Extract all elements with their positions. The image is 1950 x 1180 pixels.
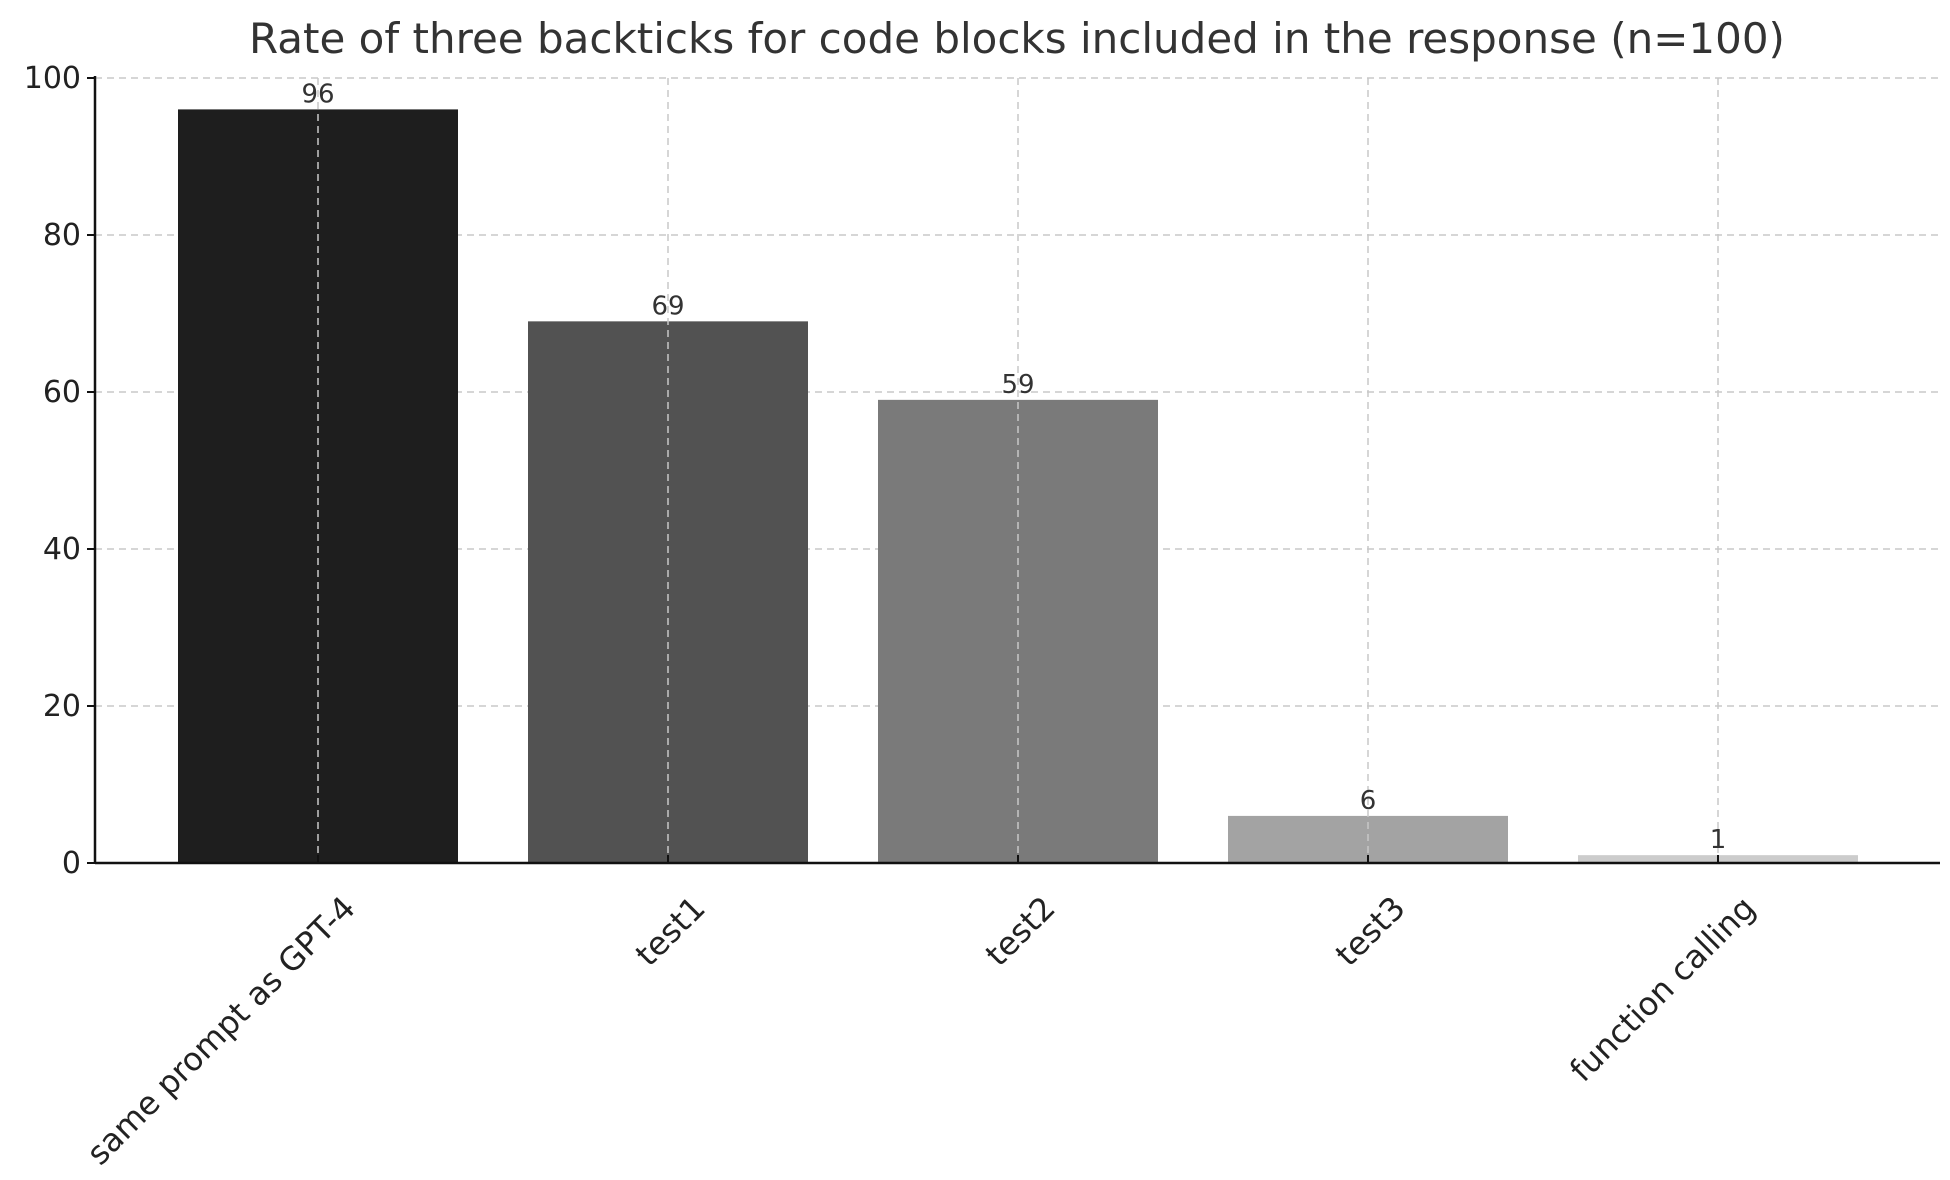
bar-value-label: 59 (1001, 370, 1034, 400)
y-tick-label: 60 (43, 375, 81, 410)
x-category-label: function calling (1562, 889, 1762, 1089)
bar-value-label: 96 (301, 79, 334, 109)
y-tick-label: 20 (43, 689, 81, 724)
bar-value-label: 1 (1710, 825, 1727, 855)
bar (528, 321, 808, 864)
x-category-label: test1 (628, 889, 713, 974)
y-tick-label: 40 (43, 532, 81, 567)
x-category-label: test2 (978, 889, 1063, 974)
chart-title: Rate of three backticks for code blocks … (249, 14, 1785, 63)
bar-value-label: 6 (1360, 786, 1377, 816)
y-tick-label: 80 (43, 218, 81, 253)
x-category-label: same prompt as GPT-4 (79, 889, 362, 1172)
bar-value-label: 69 (651, 291, 684, 321)
y-tick-label: 0 (62, 846, 81, 881)
vertical-grid-layer (317, 78, 1719, 863)
y-tick-label: 100 (24, 61, 81, 96)
axes-layer (87, 76, 1940, 865)
x-category-label: test3 (1328, 889, 1413, 974)
